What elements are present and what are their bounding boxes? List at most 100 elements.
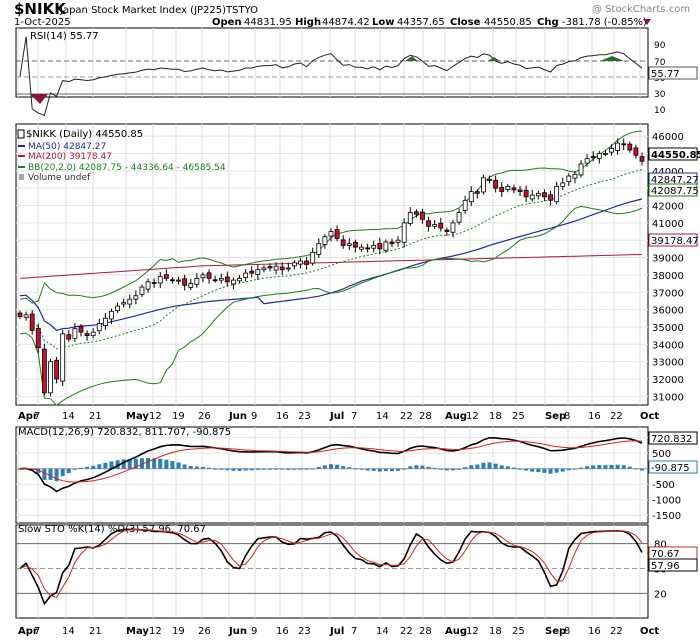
macd-histogram-bar	[408, 466, 413, 469]
candle-body	[212, 279, 218, 282]
x-tick-label: 16	[276, 626, 289, 637]
macd-histogram-bar	[414, 465, 419, 469]
candle-body	[432, 224, 438, 227]
candle-body	[596, 153, 602, 159]
x-tick-label: Jun	[228, 411, 247, 422]
candle-body	[200, 274, 206, 279]
bb-lower-value-tag: 42087.75	[651, 186, 699, 197]
open-value: 44831.95	[244, 17, 292, 28]
macd-histogram-bar	[432, 467, 437, 469]
candle-body	[566, 175, 572, 182]
macd-histogram-bar	[78, 467, 83, 469]
macd-histogram-bar	[182, 464, 187, 469]
candle-body	[35, 327, 41, 349]
candle-body	[231, 279, 236, 285]
x-tick-label: 25	[512, 411, 525, 422]
x-tick-label: 14	[62, 411, 75, 422]
macd-title: MACD(12,26,9) 720.832, 811.707, -90.875	[18, 427, 231, 438]
macd-histogram-bar	[103, 462, 108, 469]
macd-tick-label: 500	[652, 449, 671, 460]
x-tick-label: 16	[588, 411, 601, 422]
candle-body	[639, 156, 645, 162]
x-tick-label: 28	[419, 411, 432, 422]
legend-bb: BB(20,2.0) 42087.75 - 44336.64 - 46585.5…	[28, 163, 226, 173]
macd-histogram-bar	[268, 468, 273, 470]
macd-histogram-bar	[18, 468, 22, 470]
macd-histogram-bar	[463, 467, 468, 469]
panel-frame	[15, 123, 649, 406]
candle-body	[523, 189, 529, 198]
macd-histogram-bar	[609, 464, 614, 469]
candle-body	[249, 270, 255, 274]
macd-histogram-bar	[188, 465, 193, 469]
x-tick-label: 22	[610, 626, 623, 637]
candle-body	[590, 156, 596, 159]
rsi-tick-label: 70	[654, 58, 666, 68]
candle-body	[621, 143, 627, 146]
x-tick-label: Jul	[329, 626, 344, 637]
candle-body	[395, 239, 401, 243]
candle-body	[182, 278, 188, 286]
legend-symbol: $NIKK (Daily) 44550.85	[26, 129, 143, 140]
macd-histogram-bar	[164, 459, 169, 469]
candle-body	[304, 260, 310, 265]
macd-hist-value-tag: -90.875	[651, 463, 690, 474]
x-tick-label: Oct	[640, 626, 659, 637]
macd-histogram-bar	[560, 468, 565, 472]
macd-histogram-bar	[72, 468, 77, 470]
macd-histogram-bar	[146, 457, 151, 469]
macd-histogram-bar	[261, 468, 266, 470]
x-tick-label: 12	[466, 626, 479, 637]
macd-histogram-bar	[66, 468, 71, 474]
chart-header: $NIKK Japan Stock Market Index (JP225) T…	[14, 0, 690, 28]
candle-body	[237, 277, 242, 282]
macd-histogram-bar	[615, 464, 620, 469]
x-tick-label: May	[126, 626, 149, 637]
macd-histogram-bar	[194, 466, 199, 469]
macd-histogram-bar	[536, 468, 541, 473]
candle-body	[542, 192, 547, 198]
candle-body	[383, 241, 389, 251]
macd-histogram-bar	[475, 464, 480, 469]
candle-body	[554, 186, 560, 203]
price-tick-label: 39000	[652, 254, 684, 265]
high-value: 44874.42	[322, 17, 370, 28]
macd-histogram-bar	[243, 468, 248, 471]
symbol-title: $NIKK	[14, 0, 67, 18]
macd-histogram-bar	[438, 468, 443, 470]
candle-body	[426, 220, 431, 227]
candle-body	[609, 147, 614, 153]
candle-body	[316, 243, 322, 255]
macd-histogram-bar	[548, 468, 553, 474]
macd-histogram-bar	[170, 461, 175, 469]
macd-histogram-bar	[585, 466, 590, 469]
macd-histogram-bar	[396, 468, 401, 471]
grid-lines	[16, 28, 648, 618]
macd-histogram-bar	[249, 468, 254, 471]
candle-body	[444, 229, 450, 232]
candle-body	[462, 199, 468, 211]
close-value-tag-box	[648, 147, 698, 161]
x-tick-label: Apr	[18, 411, 38, 422]
candle-body	[401, 222, 407, 243]
macd-histogram-bar	[572, 468, 577, 470]
macd-histogram-bar	[322, 465, 327, 469]
high-label: High	[295, 17, 321, 28]
sto-k-value-tag: 57.96	[651, 561, 680, 572]
macd-histogram-bar	[304, 468, 309, 470]
candle-body	[139, 286, 145, 295]
macd-histogram-bar	[603, 465, 608, 469]
macd-histogram-bar	[176, 462, 181, 469]
x-tick-label: 18	[489, 626, 502, 637]
macd-signal-line	[19, 440, 643, 483]
macd-histogram-bar	[554, 468, 559, 473]
x-tick-label: 12	[149, 411, 162, 422]
macd-tick-label: -500	[652, 480, 675, 491]
macd-histogram-bar	[420, 465, 425, 469]
candle-body	[78, 326, 84, 333]
macd-histogram-bar	[457, 468, 462, 470]
rsi-title: RSI(14) 55.77	[30, 31, 99, 42]
candle-body	[29, 313, 35, 331]
